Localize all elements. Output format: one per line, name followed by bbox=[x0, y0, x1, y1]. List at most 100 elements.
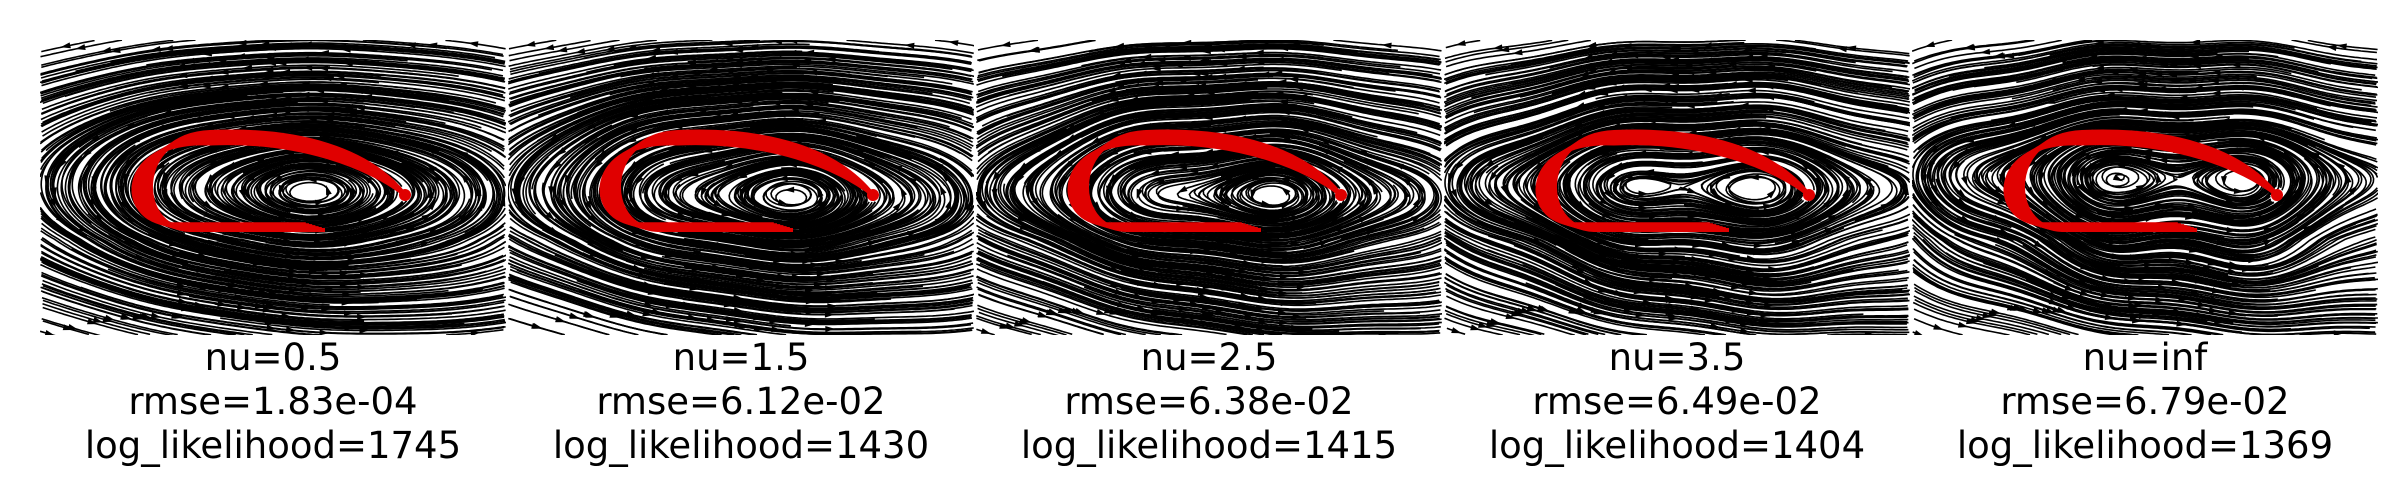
streamline-arrowhead bbox=[1975, 314, 1987, 321]
streamline-arrowhead bbox=[1994, 186, 2005, 195]
streamline-arrowhead bbox=[2326, 45, 2337, 51]
streamline-arrowhead bbox=[1288, 76, 1299, 83]
streamline-arrowhead bbox=[1259, 285, 1270, 292]
streamline-arrowhead bbox=[1586, 66, 1597, 73]
streamline-arrowhead bbox=[2053, 93, 2064, 100]
streamplot-svg bbox=[1912, 40, 2378, 335]
streamline-arrowhead bbox=[1105, 87, 1117, 93]
streamline-arrowhead bbox=[2197, 241, 2208, 248]
streamline-arrowhead bbox=[948, 40, 959, 46]
streamline-arrowhead bbox=[626, 311, 637, 318]
streamplot bbox=[1912, 40, 2378, 335]
streamline-arrowhead bbox=[644, 72, 655, 79]
streamline-arrowhead bbox=[2195, 312, 2206, 318]
streamline-arrowhead bbox=[1114, 42, 1125, 49]
streamline-arrowhead bbox=[644, 80, 655, 87]
streamline-arrowhead bbox=[1725, 272, 1736, 278]
streamline-arrowhead bbox=[2135, 184, 2146, 192]
streamline-arrowhead bbox=[2171, 278, 2182, 285]
streamline-arrowhead bbox=[2210, 69, 2221, 76]
streamline-arrowhead bbox=[823, 252, 834, 259]
streamline-arrowhead bbox=[1713, 213, 1724, 220]
streamline-arrowhead bbox=[1791, 239, 1802, 246]
streamline-arrowhead bbox=[2185, 214, 2196, 220]
streamline-arrowhead bbox=[184, 57, 195, 64]
streamline-arrowhead bbox=[1823, 162, 1834, 171]
nu-label: nu=1.5 bbox=[672, 336, 810, 379]
rmse-label: rmse=6.79e-02 bbox=[2000, 380, 2290, 423]
streamline-arrowhead bbox=[805, 308, 816, 315]
streamline-arrowhead bbox=[597, 149, 608, 159]
streamlines bbox=[976, 40, 1442, 335]
streamline-arrowhead bbox=[1539, 305, 1551, 312]
streamline-arrowhead bbox=[1598, 89, 1609, 96]
streamline-arrowhead bbox=[1455, 40, 1466, 46]
streamline-arrowhead bbox=[2068, 99, 2079, 106]
streamline-arrowhead bbox=[1291, 324, 1302, 331]
streamline-arrowhead bbox=[1121, 57, 1132, 64]
streamline-arrowhead bbox=[1500, 184, 1508, 196]
streamline-arrowhead bbox=[2176, 320, 2187, 327]
streamline-arrowhead bbox=[60, 42, 71, 49]
streamline-arrowhead bbox=[1730, 283, 1742, 290]
streamline-arrowhead bbox=[1243, 313, 1255, 320]
streamline-arrowhead bbox=[2220, 176, 2227, 187]
streamline-arrowhead bbox=[347, 255, 358, 262]
streamline-arrowhead bbox=[324, 286, 335, 293]
streamline-arrowhead bbox=[460, 173, 470, 183]
streamline-arrowhead bbox=[1114, 81, 1125, 88]
streamline-arrowhead bbox=[356, 216, 368, 223]
nu-label: nu=3.5 bbox=[1608, 336, 1746, 379]
streamline-arrowhead bbox=[1601, 211, 1613, 219]
streamline-arrowhead bbox=[1095, 309, 1107, 315]
streamline-arrowhead bbox=[1470, 324, 1481, 331]
streamline-arrowhead bbox=[1255, 327, 1266, 334]
streamline-arrowhead bbox=[1257, 295, 1268, 302]
streamline-arrowhead bbox=[1280, 186, 1291, 196]
streamline-arrowhead bbox=[1748, 289, 1759, 296]
streamline-arrowhead bbox=[1638, 204, 1649, 211]
streamline-arrowhead bbox=[2212, 53, 2223, 60]
panel-nu-1-5: nu=1.5 rmse=6.12e-02 log_likelihood=1430 bbox=[508, 0, 974, 502]
streamline-arrowhead bbox=[178, 82, 189, 89]
streamplot-svg bbox=[976, 40, 1442, 335]
streamline-arrowhead bbox=[2262, 239, 2274, 246]
streamline-arrowhead bbox=[2230, 61, 2241, 68]
streamline-arrowhead bbox=[395, 240, 407, 247]
streamline-arrowhead bbox=[359, 327, 370, 334]
streamline-arrowhead bbox=[458, 212, 468, 222]
streamline-arrowhead bbox=[472, 226, 483, 234]
streamline-arrowhead bbox=[856, 202, 866, 212]
streamline-arrowhead bbox=[2137, 82, 2148, 88]
streamline-arrowhead bbox=[1261, 213, 1272, 220]
streamline-arrowhead bbox=[2134, 302, 2145, 308]
streamline-arrowhead bbox=[341, 299, 352, 306]
streamline-arrowhead bbox=[421, 213, 432, 222]
streamline-arrowhead bbox=[321, 305, 332, 312]
streamline-arrowhead bbox=[2075, 76, 2086, 83]
streamline-arrowhead bbox=[102, 316, 113, 322]
streamline-arrowhead bbox=[688, 170, 699, 177]
streamline-arrowhead bbox=[351, 184, 357, 195]
streamline-arrowhead bbox=[1149, 84, 1160, 91]
streamlines bbox=[1912, 40, 2378, 335]
streamline-arrowhead bbox=[1300, 120, 1312, 127]
streamline-arrowhead bbox=[1520, 307, 1532, 313]
streamline-arrowhead bbox=[1136, 188, 1143, 200]
streamline-arrowhead bbox=[1766, 189, 1776, 199]
streamplot bbox=[508, 40, 974, 335]
streamline-arrowhead bbox=[470, 330, 481, 335]
streamline-arrowhead bbox=[1762, 203, 1774, 210]
streamline-arrowhead bbox=[1499, 46, 1510, 53]
streamline-arrowhead bbox=[784, 186, 795, 193]
streamline-arrowhead bbox=[2124, 205, 2135, 212]
streamline-arrowhead bbox=[1018, 162, 1028, 171]
streamline-arrowhead bbox=[817, 199, 827, 209]
streamline-arrowhead bbox=[2233, 188, 2244, 194]
attractor-point bbox=[399, 189, 411, 201]
streamline-arrowhead bbox=[2155, 172, 2162, 183]
streamline-arrowhead bbox=[344, 310, 354, 317]
nu-label: nu=inf bbox=[2082, 336, 2208, 379]
streamline-arrowhead bbox=[904, 42, 915, 49]
panel-caption: nu=0.5 rmse=1.83e-04 log_likelihood=1745 bbox=[0, 336, 546, 468]
